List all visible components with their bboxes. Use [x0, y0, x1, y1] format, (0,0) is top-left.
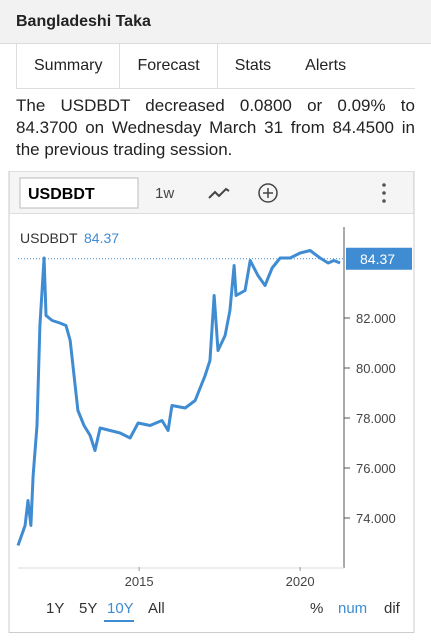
y-tick-label: 80.000 — [356, 361, 396, 376]
tab[interactable]: Stats — [234, 57, 272, 74]
legend-value: 84.37 — [84, 230, 119, 246]
price-line — [16, 249, 341, 547]
mode[interactable]: % — [310, 600, 323, 617]
symbol: USDBDT — [28, 186, 95, 203]
last-price-badge — [346, 247, 412, 270]
header-title: Bangladeshi Taka — [0, 0, 431, 44]
summary: The USDBDT decreased 0.0800 or 0.09% to … — [16, 96, 415, 159]
mode[interactable]: dif — [384, 600, 401, 617]
range-selected[interactable]: 10Y — [107, 600, 134, 617]
add-icon[interactable] — [258, 183, 278, 203]
interval[interactable]: 1w — [155, 185, 174, 202]
y-tick-label: 74.000 — [356, 511, 396, 526]
mode-selected[interactable]: num — [338, 600, 367, 617]
y-tick-label: 76.000 — [356, 461, 396, 476]
menu-icon[interactable] — [382, 183, 386, 203]
chart-card: USDBDT 1w USDBDT 84.37 1Y 5Y 10Y All % n… — [8, 171, 415, 633]
range[interactable]: 5Y — [79, 600, 97, 617]
add-icon-plus — [263, 188, 273, 198]
symbol-input[interactable] — [19, 177, 139, 209]
legend-name: USDBDT — [20, 230, 78, 246]
y-tick-label: 82.000 — [356, 311, 396, 326]
tab[interactable]: Summary — [17, 44, 121, 88]
range[interactable]: 1Y — [46, 600, 64, 617]
tab[interactable]: Alerts — [305, 57, 347, 74]
last-price-label: 84.37 — [360, 251, 395, 267]
x-tick-label: 2020 — [286, 574, 315, 589]
y-tick-label: 78.000 — [356, 411, 396, 426]
chart-type-icon[interactable] — [208, 187, 230, 199]
range[interactable]: All — [148, 600, 165, 617]
tab[interactable]: Forecast — [120, 44, 218, 88]
x-tick-label: 2015 — [125, 574, 154, 589]
tab-bar: Summary Forecast Stats Alerts — [16, 44, 415, 89]
